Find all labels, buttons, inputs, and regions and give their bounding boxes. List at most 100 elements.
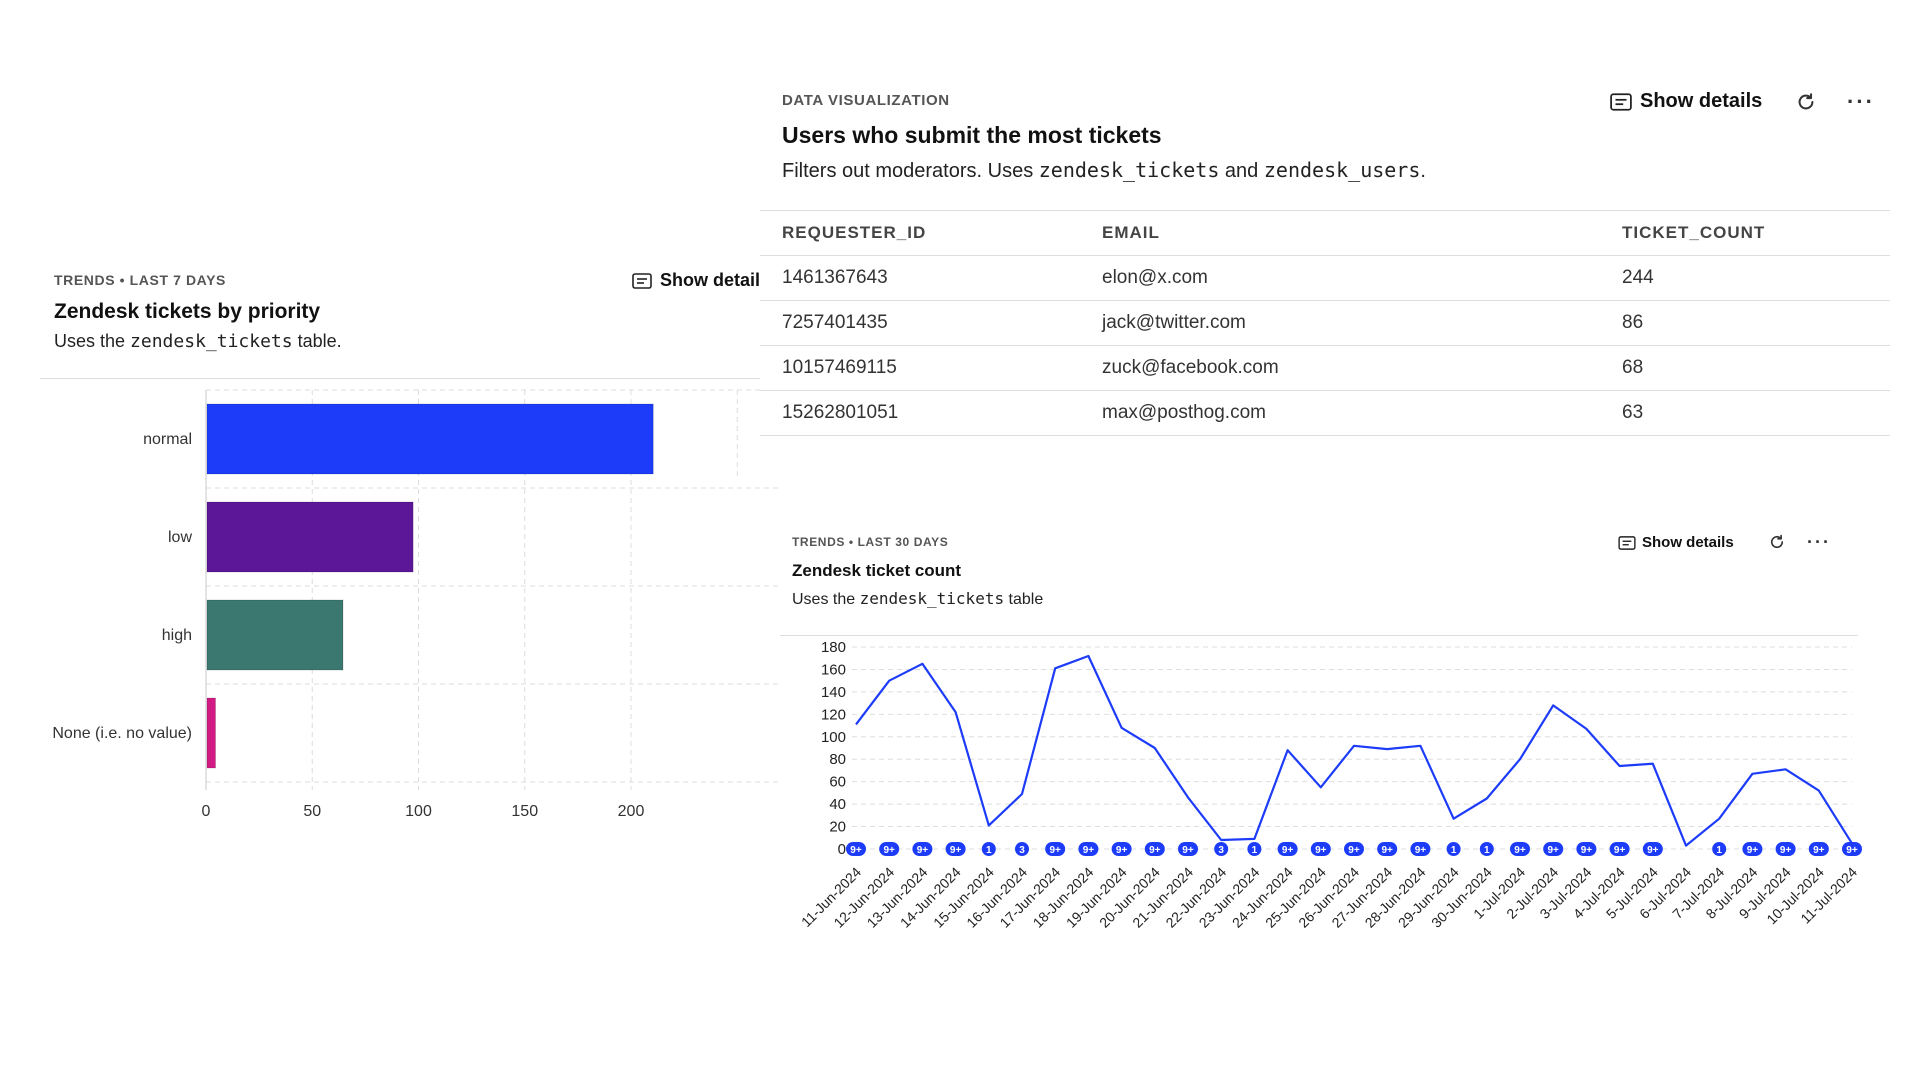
y-tick-label: 180	[821, 639, 846, 656]
refresh-icon[interactable]	[1766, 531, 1788, 553]
count-title: Zendesk ticket count	[792, 561, 962, 580]
x-tick-label: 50	[303, 803, 321, 820]
count-eyebrow: TRENDS • LAST 30 DAYS	[792, 535, 949, 549]
y-tick-label: 160	[821, 661, 846, 678]
y-tick-label: 140	[821, 684, 846, 701]
cell-ticket-count: 63	[1622, 402, 1644, 423]
divider	[780, 635, 1858, 636]
ticket-count-line-chart: 0 20 40 60 80 100 120 140 160 180 9+ 9+ 9+ 9+ 1 3 9+ 9+ 9+…	[798, 639, 1862, 931]
show-details-button[interactable]: Show details	[632, 270, 770, 291]
priority-card: TRENDS • LAST 7 DAYS Zendesk tickets by …	[40, 260, 780, 820]
annotation-badge	[1712, 842, 1727, 856]
annotation-badge-label: 9+	[1747, 845, 1759, 856]
cell-email: elon@x.com	[1102, 267, 1208, 288]
desc-code: zendesk_tickets	[130, 331, 293, 352]
annotation-badge-label: 1	[1716, 845, 1722, 856]
more-icon[interactable]: ···	[1847, 89, 1875, 114]
y-tick-label: 80	[829, 751, 846, 768]
category-label: normal	[143, 431, 192, 448]
annotation-badge-label: 9+	[917, 845, 929, 856]
priority-bar-chart: 0 50 100 150 200 normal low high None (i.e. no v…	[52, 389, 780, 820]
annotation-badge-label: 9+	[1116, 845, 1128, 856]
bar	[206, 501, 414, 573]
refresh-icon[interactable]	[1792, 88, 1820, 116]
cell-ticket-count: 244	[1622, 267, 1654, 288]
annotation-badge-label: 9+	[1581, 845, 1593, 856]
x-tick-label: 200	[618, 803, 645, 820]
annotation-badge	[1742, 842, 1763, 856]
x-tick-label: 0	[202, 803, 211, 820]
table-title: Users who submit the most tickets	[782, 122, 1162, 148]
col-header-requester-id[interactable]: REQUESTER_ID	[782, 223, 927, 242]
annotation-badge	[1277, 842, 1298, 856]
annotation-badge-label: 3	[1218, 845, 1224, 856]
annotation-badge-label: 9+	[1846, 845, 1858, 856]
show-details-label: Show details	[1640, 90, 1763, 112]
annotation-badge-label: 9+	[950, 845, 962, 856]
show-details-label: Show details	[1642, 534, 1734, 551]
desc-code: zendesk_tickets	[1038, 158, 1220, 182]
priority-eyebrow: TRENDS • LAST 7 DAYS	[54, 272, 226, 288]
show-details-button[interactable]: Show details	[1618, 534, 1734, 551]
y-tick-label: 60	[829, 774, 846, 791]
y-tick-label: 0	[838, 841, 846, 858]
cell-requester-id: 10157469115	[782, 357, 897, 378]
annotation-badge-label: 9+	[1182, 845, 1194, 856]
annotation-badge-label: 3	[1019, 845, 1025, 856]
table-card: DATA VISUALIZATION Users who submit the …	[760, 70, 1890, 442]
show-details-label: Show details	[660, 270, 771, 290]
annotation-badge-label: 9+	[1083, 845, 1095, 856]
show-details-button[interactable]: Show details	[1610, 90, 1762, 113]
cell-email: jack@twitter.com	[1102, 312, 1246, 333]
y-tick-label: 120	[821, 706, 846, 723]
category-label: high	[162, 627, 192, 644]
desc-code: zendesk_tickets	[859, 589, 1005, 608]
annotation-badge-label: 1	[1252, 845, 1258, 856]
annotation-badge-label: 9+	[1149, 845, 1161, 856]
priority-desc: Uses the zendesk_tickets table.	[54, 331, 342, 352]
details-icon	[632, 272, 652, 289]
more-icon[interactable]: ···	[1807, 531, 1831, 552]
annotation-badge-label: 9+	[1415, 845, 1427, 856]
cell-requester-id: 1461367643	[782, 267, 888, 288]
table-row: 15262801051 max@posthog.com 63	[760, 391, 1890, 436]
annotation-badge-label: 1	[1484, 845, 1490, 856]
annotation-badge-label: 9+	[1647, 845, 1659, 856]
annotation-badge-label: 1	[1451, 845, 1457, 856]
annotation-badge	[1479, 842, 1494, 856]
annotation-badge	[912, 842, 933, 856]
annotation-badge-label: 9+	[1315, 845, 1327, 856]
desc-text: .	[1420, 160, 1426, 182]
annotation-badge-label: 9+	[1514, 845, 1526, 856]
cell-email: max@posthog.com	[1102, 402, 1266, 423]
table-header-row: REQUESTER_ID EMAIL TICKET_COUNT	[760, 211, 1890, 256]
desc-text: table	[1004, 591, 1044, 608]
annotation-badge	[945, 842, 966, 856]
count-card: TRENDS • LAST 30 DAYS Zendesk ticket cou…	[780, 525, 1880, 1070]
x-tick-label: 150	[511, 803, 538, 820]
y-tick-label: 100	[821, 729, 846, 746]
table-row: 10157469115 zuck@facebook.com 68	[760, 346, 1890, 391]
priority-title: Zendesk tickets by priority	[54, 300, 321, 323]
annotation-badge-label: 9+	[883, 845, 895, 856]
annotation-badge	[1609, 842, 1630, 856]
series-line	[855, 654, 1853, 847]
table-desc: Filters out moderators. Uses zendesk_tic…	[782, 158, 1426, 183]
table-row: 1461367643 elon@x.com 244	[760, 256, 1890, 301]
details-icon	[1610, 92, 1632, 111]
col-header-ticket-count[interactable]: TICKET_COUNT	[1622, 223, 1766, 242]
annotation-badge-label: 9+	[1547, 845, 1559, 856]
category-label: low	[168, 529, 192, 546]
annotation-badge	[1247, 842, 1262, 856]
annotation-badge-label: 9+	[850, 845, 862, 856]
desc-text: Filters out moderators. Uses	[782, 160, 1039, 182]
desc-text: Uses the	[792, 591, 860, 608]
desc-text: Uses the	[54, 331, 131, 351]
annotation-badge	[1111, 842, 1132, 856]
annotation-badge-label: 1	[986, 845, 992, 856]
tickets-table: REQUESTER_ID EMAIL TICKET_COUNT 14613676…	[760, 210, 1890, 439]
annotation-badge	[1808, 842, 1829, 856]
annotation-badge	[1543, 842, 1564, 856]
col-header-email[interactable]: EMAIL	[1102, 223, 1160, 242]
bar	[206, 697, 216, 769]
